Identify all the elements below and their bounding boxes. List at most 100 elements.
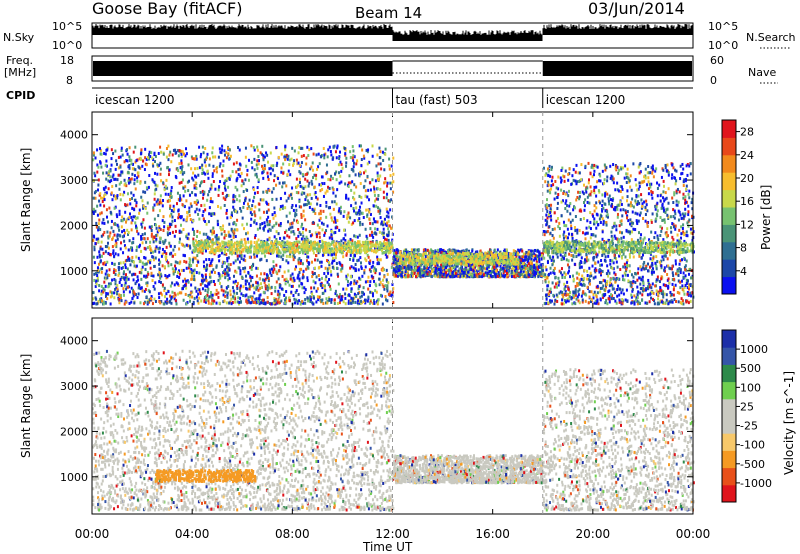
data-point [221, 265, 224, 269]
data-point [298, 163, 301, 167]
data-point [187, 189, 190, 193]
data-point [415, 275, 418, 279]
data-point [442, 270, 445, 274]
data-point [228, 234, 231, 238]
data-point [267, 202, 270, 206]
data-point [502, 269, 505, 273]
data-point [195, 186, 198, 190]
data-point [107, 251, 110, 255]
data-point [154, 154, 157, 158]
data-point [225, 301, 228, 305]
data-point [536, 249, 539, 253]
data-point [327, 206, 330, 210]
data-point [246, 207, 249, 211]
data-point [169, 191, 172, 195]
data-point [300, 225, 303, 229]
data-point [112, 152, 115, 156]
data-point [109, 169, 112, 173]
data-point [143, 289, 146, 293]
data-point [217, 237, 220, 241]
data-point [337, 209, 340, 213]
data-point [190, 167, 193, 171]
data-point [203, 297, 206, 301]
data-point [198, 288, 201, 292]
data-point [167, 261, 170, 265]
data-point [636, 271, 639, 275]
data-point [674, 168, 677, 172]
data-point [334, 252, 337, 256]
data-point [612, 261, 615, 265]
data-point [142, 218, 145, 222]
cpid-segment-label: icescan 1200 [546, 93, 625, 107]
data-point [177, 271, 180, 275]
data-point [249, 266, 252, 270]
data-point [350, 188, 353, 192]
data-point [93, 278, 96, 282]
data-point [115, 184, 118, 188]
data-point [123, 228, 126, 232]
data-point [165, 301, 168, 305]
data-point [545, 230, 548, 234]
data-point [258, 208, 261, 212]
data-point [110, 163, 113, 167]
data-point [96, 204, 99, 208]
data-point [289, 274, 292, 278]
data-point [126, 228, 129, 232]
data-point [99, 247, 102, 251]
data-point [126, 267, 129, 271]
data-point [334, 150, 337, 154]
data-point [379, 174, 382, 178]
data-point [99, 212, 102, 216]
data-point [326, 267, 329, 271]
data-point [255, 274, 258, 278]
data-point [333, 200, 336, 204]
data-point [268, 219, 271, 223]
data-point [437, 267, 440, 271]
data-point [119, 261, 122, 265]
data-point [125, 184, 128, 188]
data-point [443, 274, 446, 278]
data-point [510, 271, 513, 275]
data-point [260, 152, 263, 156]
data-point [178, 162, 181, 166]
data-point [232, 200, 235, 204]
data-point [185, 286, 188, 290]
data-point [229, 174, 232, 178]
data-point [298, 146, 301, 150]
data-point [230, 238, 233, 242]
data-point [291, 272, 294, 276]
data-point [283, 155, 286, 159]
data-point [212, 268, 215, 272]
data-point [221, 148, 224, 152]
freq-block-1 [93, 61, 393, 76]
data-point [170, 212, 173, 216]
data-point [320, 175, 323, 179]
data-point [143, 232, 146, 236]
power-points [92, 144, 695, 306]
data-point [256, 254, 259, 258]
data-point [126, 203, 129, 207]
data-point [538, 251, 541, 255]
data-point [370, 230, 373, 234]
data-point [264, 254, 267, 258]
data-point [195, 289, 198, 293]
data-point [330, 273, 333, 277]
data-point [491, 267, 494, 271]
data-point [100, 297, 103, 301]
data-point [329, 150, 332, 154]
data-point [174, 253, 177, 257]
data-point [517, 266, 520, 270]
data-point [356, 280, 359, 284]
data-point [155, 233, 158, 237]
data-point [341, 298, 344, 302]
data-point [497, 271, 500, 275]
data-point [413, 250, 416, 254]
data-point [334, 194, 337, 198]
data-point [336, 272, 339, 276]
data-point [457, 269, 460, 273]
data-point [188, 264, 191, 268]
cpid-segment-label: icescan 1200 [95, 93, 174, 107]
data-point [123, 160, 126, 164]
data-point [152, 179, 155, 183]
